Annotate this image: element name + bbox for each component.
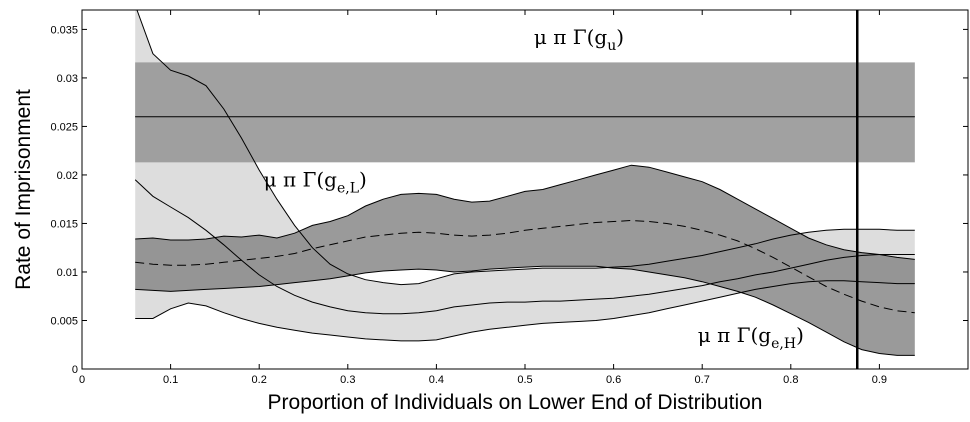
- y-axis-title: Rate of Imprisonment: [12, 89, 35, 290]
- x-tick-label: 0: [79, 374, 85, 386]
- x-tick-label: 0.5: [517, 374, 532, 386]
- annotation-subscript: e,H: [771, 336, 796, 352]
- line-g-e-l-upper: [135, 164, 915, 260]
- line-g-e-h-upper: [136, 10, 915, 286]
- y-tick-label: 0.03: [57, 73, 78, 85]
- x-tick-label: 0.6: [606, 374, 621, 386]
- x-axis-title: Proportion of Individuals on Lower End o…: [268, 391, 763, 414]
- annotation-label: μ π Γ(gu): [534, 25, 624, 54]
- band-g-u: [135, 62, 915, 163]
- x-tick-label: 0.1: [163, 374, 178, 386]
- ticks-layer: 0 0.1 0.2 0.3 0.4 0.5 0.6 0.7 0.8 0.9 0 0.005 0.01 0.…: [50, 10, 968, 386]
- line-g-e-h-lower: [135, 280, 915, 342]
- annotation-label: μ π Γ(ge,L): [264, 168, 367, 197]
- y-tick-label: 0.025: [50, 121, 78, 133]
- line-g-e-h-mean: [134, 179, 915, 315]
- annotation-close: ): [359, 168, 367, 192]
- x-tick-label: 0.4: [429, 374, 444, 386]
- annotation-subscript: e,L: [337, 181, 359, 197]
- bands-layer: [135, 10, 915, 356]
- y-tick-label: 0.015: [50, 218, 78, 230]
- line-g-e-l-lower: [135, 265, 915, 356]
- y-tick-label: 0.005: [50, 315, 78, 327]
- y-tick-label: 0.01: [57, 267, 78, 279]
- annotation-main: μ π Γ(g: [698, 323, 772, 347]
- annotation-close: ): [616, 25, 624, 49]
- line-g-e-l-mean: [135, 219, 915, 314]
- x-tick-label: 0.7: [695, 374, 710, 386]
- x-tick-label: 0.3: [340, 374, 355, 386]
- x-tick-label: 0.9: [872, 374, 887, 386]
- annotation-label: μ π Γ(ge,H): [698, 323, 804, 352]
- lines-layer: [134, 10, 915, 356]
- y-tick-label: 0.035: [50, 24, 78, 36]
- x-tick-label: 0.8: [783, 374, 798, 386]
- y-tick-label: 0: [72, 364, 78, 376]
- x-tick-label: 0.2: [252, 374, 267, 386]
- annotation-main: μ π Γ(g: [534, 25, 608, 49]
- band-g-e-l: [135, 165, 915, 356]
- annotations-layer: μ π Γ(gu)μ π Γ(ge,L)μ π Γ(ge,H): [264, 25, 804, 352]
- y-tick-label: 0.02: [57, 170, 78, 182]
- annotation-subscript: u: [607, 38, 616, 54]
- annotation-main: μ π Γ(g: [264, 168, 338, 192]
- annotation-close: ): [796, 323, 804, 347]
